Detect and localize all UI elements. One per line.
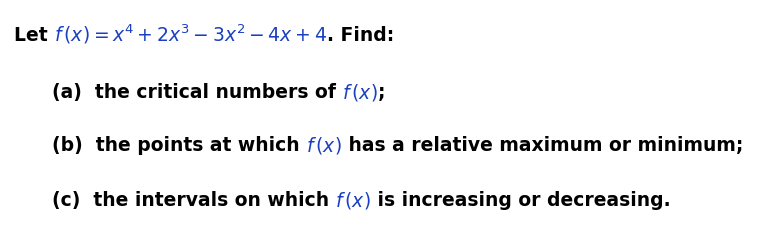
Text: ;: ; <box>377 83 385 102</box>
Text: $\mathit{f}\,(x)$: $\mathit{f}\,(x)$ <box>342 82 377 103</box>
Text: $\mathit{f}\,(x)$: $\mathit{f}\,(x)$ <box>306 135 342 156</box>
Text: Let: Let <box>14 26 54 45</box>
Text: (c)  the intervals on which: (c) the intervals on which <box>52 191 336 210</box>
Text: has a relative maximum or minimum;: has a relative maximum or minimum; <box>342 136 743 155</box>
Text: . Find:: . Find: <box>326 26 394 45</box>
Text: (b)  the points at which: (b) the points at which <box>52 136 306 155</box>
Text: (a)  the critical numbers of: (a) the critical numbers of <box>52 83 342 102</box>
Text: $f\,(x)=x^{4}+2x^{3}-3x^{2}-4x+4$: $f\,(x)=x^{4}+2x^{3}-3x^{2}-4x+4$ <box>54 22 326 46</box>
Text: is increasing or decreasing.: is increasing or decreasing. <box>371 191 670 210</box>
Text: $\mathit{f}\,(x)$: $\mathit{f}\,(x)$ <box>336 190 371 211</box>
